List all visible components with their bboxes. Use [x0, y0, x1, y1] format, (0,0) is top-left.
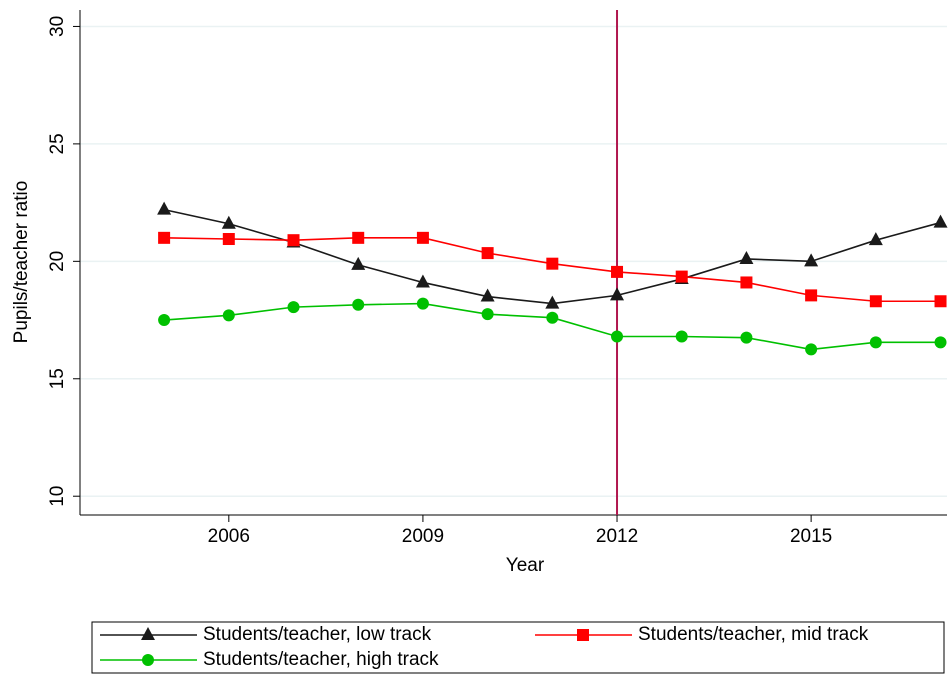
marker — [739, 250, 754, 264]
marker — [352, 298, 365, 311]
marker — [481, 308, 494, 321]
marker — [287, 301, 300, 314]
x-tick-label: 2015 — [790, 526, 832, 547]
marker — [675, 270, 688, 283]
legend-label: Students/teacher, high track — [203, 649, 439, 670]
legend-marker — [142, 654, 154, 666]
marker — [480, 288, 495, 302]
marker — [868, 232, 883, 246]
marker — [933, 214, 948, 228]
marker — [545, 295, 560, 309]
legend-label: Students/teacher, low track — [203, 624, 432, 645]
marker — [611, 330, 624, 343]
marker — [481, 247, 494, 260]
marker — [804, 253, 819, 267]
marker — [222, 233, 235, 246]
y-tick-label: 25 — [47, 133, 68, 154]
x-tick-label: 2012 — [596, 526, 638, 547]
marker — [675, 330, 688, 343]
marker — [740, 331, 753, 344]
y-tick-label: 20 — [47, 251, 68, 272]
marker — [158, 314, 171, 327]
marker — [546, 257, 559, 270]
marker — [222, 309, 235, 322]
marker — [869, 336, 882, 349]
marker — [610, 287, 625, 301]
y-axis-label: Pupils/teacher ratio — [11, 181, 32, 344]
marker — [805, 289, 818, 302]
marker — [415, 274, 430, 288]
x-tick-label: 2006 — [208, 526, 250, 547]
marker — [416, 297, 429, 310]
marker — [351, 256, 366, 270]
marker — [157, 201, 172, 215]
x-tick-label: 2009 — [402, 526, 444, 547]
x-axis-label: Year — [506, 555, 545, 576]
marker — [934, 336, 947, 349]
marker — [546, 311, 559, 324]
marker — [416, 231, 429, 244]
legend-label: Students/teacher, mid track — [638, 624, 869, 645]
marker — [158, 231, 171, 244]
y-tick-label: 15 — [47, 368, 68, 389]
marker — [805, 343, 818, 356]
marker — [611, 265, 624, 278]
marker — [287, 234, 300, 247]
legend-box — [91, 621, 945, 674]
y-tick-label: 30 — [47, 16, 68, 37]
legend-marker — [577, 629, 589, 641]
legend-marker — [141, 627, 155, 640]
marker — [221, 215, 236, 229]
marker — [869, 295, 882, 308]
marker — [352, 231, 365, 244]
marker — [934, 295, 947, 308]
y-tick-label: 10 — [47, 486, 68, 507]
marker — [740, 276, 753, 289]
